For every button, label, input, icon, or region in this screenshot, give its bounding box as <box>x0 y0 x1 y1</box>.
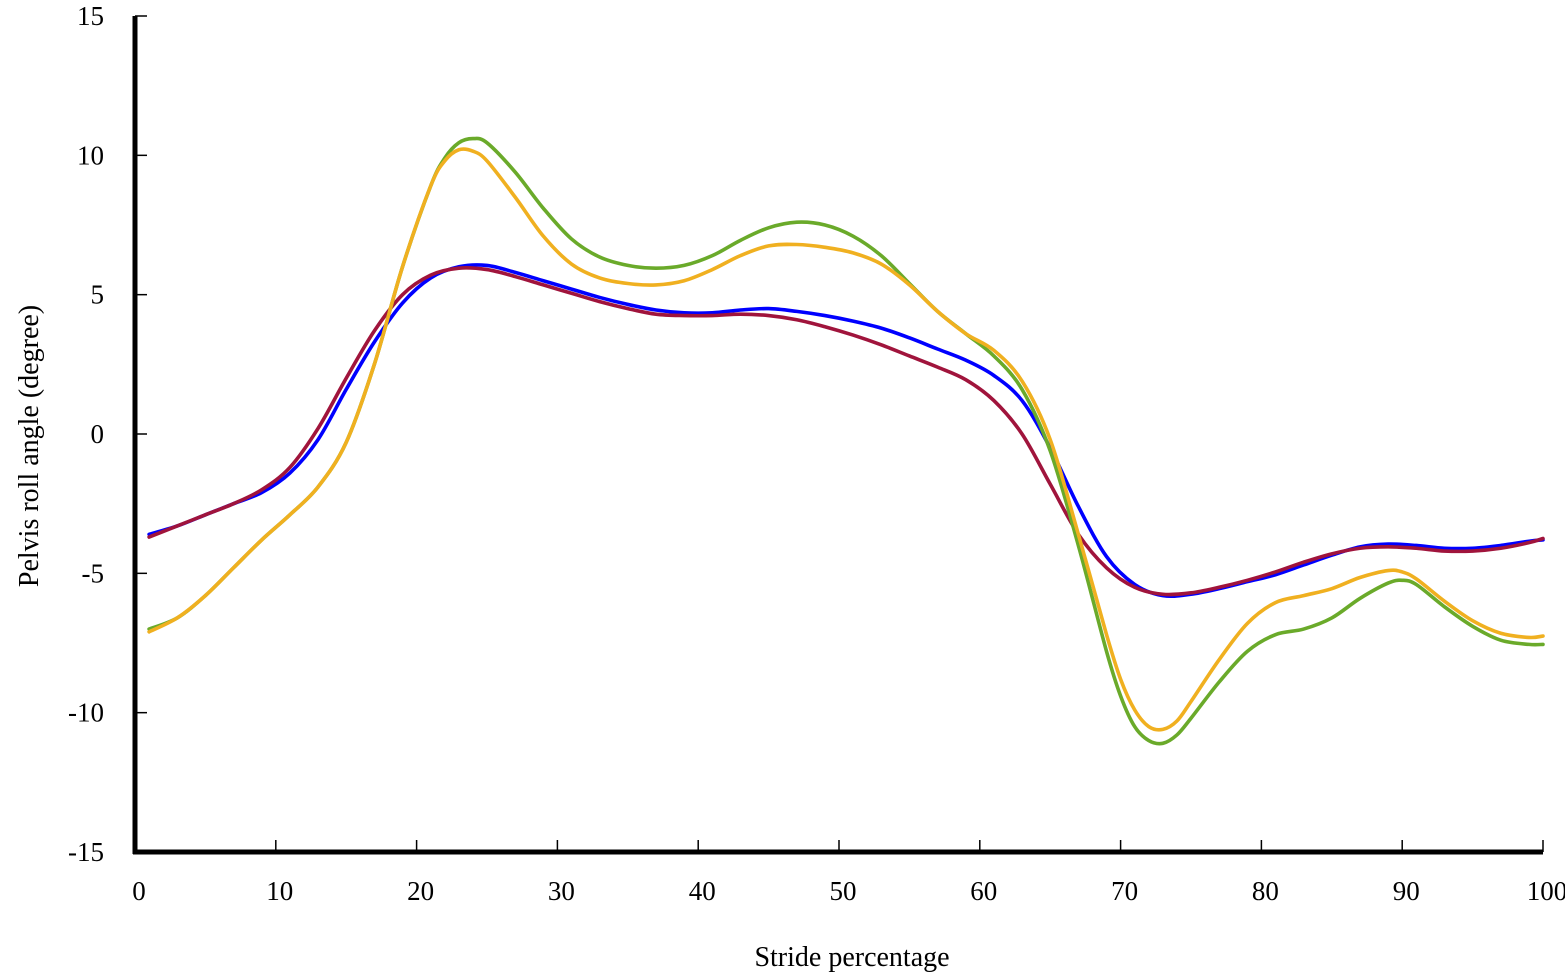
x-tick-label: 80 <box>1252 876 1279 906</box>
y-tick-label: -15 <box>68 837 104 867</box>
y-tick-label: 15 <box>77 1 104 31</box>
y-tick-label: 5 <box>91 280 105 310</box>
x-ticks: 0 10 20 30 40 50 60 70 80 90 100 <box>132 840 1565 906</box>
x-tick-label: 60 <box>970 876 997 906</box>
x-tick-label: 0 <box>132 876 146 906</box>
x-tick-label: 30 <box>548 876 575 906</box>
series-line-1 <box>147 263 1545 599</box>
x-tick-label: 100 <box>1527 876 1565 906</box>
x-tick-label: 10 <box>266 876 293 906</box>
y-tick-label: 10 <box>77 140 104 170</box>
x-tick-label: 40 <box>689 876 716 906</box>
x-tick-label: 90 <box>1393 876 1420 906</box>
series-lines <box>147 136 1545 746</box>
x-axis-title: Stride percentage <box>754 942 949 973</box>
y-axis-title: Pelvis roll angle (degree) <box>14 305 45 587</box>
x-tick-label: 70 <box>1111 876 1138 906</box>
series-line-3 <box>147 136 1545 746</box>
y-tick-label: 0 <box>91 419 105 449</box>
x-tick-label: 20 <box>407 876 434 906</box>
axes <box>132 16 1543 855</box>
y-ticks: -15 -10 -5 0 5 10 15 <box>68 1 147 867</box>
y-tick-label: -10 <box>68 698 104 728</box>
series-line-4 <box>147 147 1545 732</box>
y-tick-label: -5 <box>82 558 105 588</box>
series-line-2 <box>147 266 1545 597</box>
x-tick-label: 50 <box>830 876 857 906</box>
